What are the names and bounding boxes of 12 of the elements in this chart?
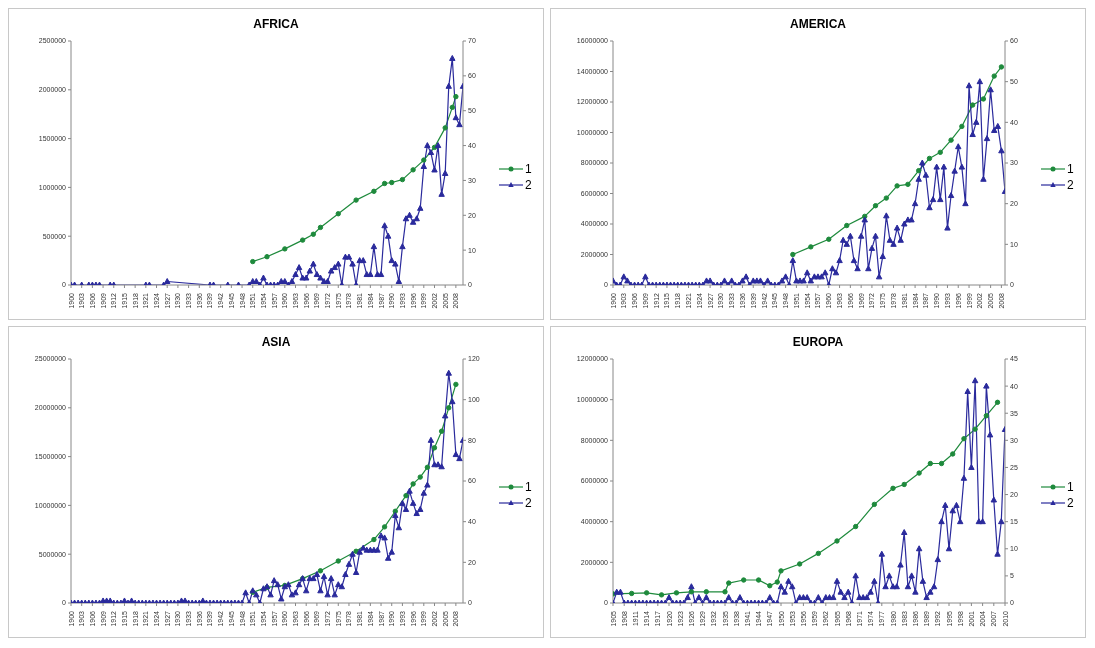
chart-title: AFRICA [252, 16, 300, 33]
legend-label: 1 [525, 162, 532, 176]
legend-label: 1 [1067, 480, 1074, 494]
legend-label: 1 [525, 480, 532, 494]
legend-label: 2 [1067, 496, 1074, 510]
legend-label: 1 [1067, 162, 1074, 176]
legend-label: 2 [525, 496, 532, 510]
legend-label: 2 [1067, 178, 1074, 192]
legend-label: 2 [525, 178, 532, 192]
chart-title: AMERICA [789, 16, 847, 33]
chart-title: EUROPA [791, 334, 845, 351]
chart-title: ASIA [260, 334, 292, 351]
